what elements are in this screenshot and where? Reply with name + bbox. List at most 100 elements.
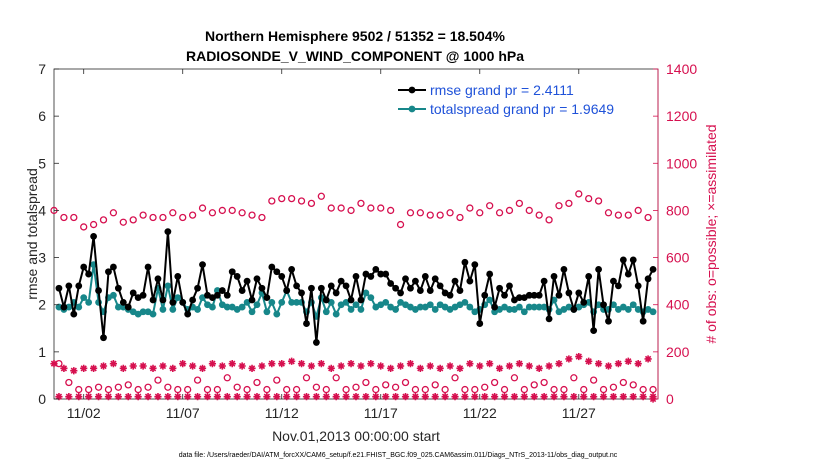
series-point <box>486 296 494 304</box>
obs-possible-marker <box>367 204 375 212</box>
obs-assimilated-marker <box>223 393 231 401</box>
y-tick-label: 1 <box>38 344 46 360</box>
series-point <box>85 298 93 306</box>
obs-possible-marker <box>451 374 459 382</box>
series-point <box>466 277 474 285</box>
obs-possible-marker <box>75 385 83 394</box>
series-point <box>585 273 593 280</box>
series-point <box>263 294 271 302</box>
obs-assimilated-marker <box>312 393 320 401</box>
series-point <box>461 258 469 266</box>
series-point <box>431 275 439 283</box>
series-point <box>268 298 276 306</box>
obs-assimilated-marker <box>263 393 271 401</box>
obs-assimilated-marker <box>604 362 613 370</box>
obs-assimilated-marker <box>491 393 499 401</box>
obs-assimilated-marker <box>243 393 251 401</box>
obs-possible-marker <box>456 213 464 222</box>
series-point <box>392 284 400 292</box>
obs-possible-marker <box>60 213 68 222</box>
obs-assimilated-marker <box>307 362 316 370</box>
obs-possible-marker <box>228 206 236 215</box>
series-point <box>407 284 414 292</box>
series-point <box>412 277 419 285</box>
series-point <box>209 303 216 311</box>
obs-possible-marker <box>144 383 152 391</box>
obs-assimilated-marker <box>109 360 118 368</box>
series-point <box>535 303 543 311</box>
series-point <box>100 334 107 342</box>
obs-assimilated-marker <box>575 352 583 361</box>
series-point <box>610 277 617 285</box>
series-point <box>367 294 375 302</box>
obs-possible-marker <box>347 206 355 215</box>
series-point <box>352 273 360 280</box>
obs-possible-marker <box>287 194 296 203</box>
obs-possible-marker <box>619 378 627 387</box>
obs-assimilated-marker <box>560 393 568 401</box>
obs-assimilated-marker <box>337 362 345 370</box>
x-tick-label: 11/22 <box>463 405 497 421</box>
series-point <box>382 298 390 306</box>
obs-possible-marker <box>466 204 474 212</box>
obs-possible-marker <box>476 209 484 217</box>
obs-assimilated-marker <box>629 393 637 401</box>
obs-assimilated-marker <box>154 393 162 401</box>
series-point <box>506 282 513 290</box>
legend: rmse grand pr = 2.4111 totalspread grand… <box>398 82 614 117</box>
obs-assimilated-marker <box>614 360 622 368</box>
obs-assimilated-marker <box>565 355 573 363</box>
obs-possible-marker <box>263 385 271 394</box>
obs-possible-marker <box>377 204 385 212</box>
obs-possible-marker <box>129 216 137 224</box>
obs-assimilated-marker <box>372 393 380 401</box>
obs-assimilated-marker <box>238 362 246 370</box>
obs-assimilated-marker <box>580 393 588 401</box>
series-point <box>357 296 365 304</box>
series-point <box>139 291 147 299</box>
obs-assimilated-marker <box>85 393 93 401</box>
series-point <box>515 303 523 311</box>
obs-possible-marker <box>342 385 350 394</box>
series-point <box>85 270 93 278</box>
x-tick-label: 11/27 <box>562 405 596 421</box>
obs-assimilated-marker <box>248 364 256 372</box>
series-point <box>520 308 528 316</box>
series-point <box>540 277 548 285</box>
obs-assimilated-marker <box>218 362 226 370</box>
series-point <box>560 265 568 273</box>
obs-assimilated-marker <box>639 393 647 401</box>
obs-assimilated-marker <box>599 393 608 401</box>
obs-possible-marker <box>248 211 256 219</box>
series-point <box>426 301 434 309</box>
series-point <box>595 265 602 273</box>
series-point <box>590 327 598 335</box>
obs-possible-marker <box>515 199 524 208</box>
series-point <box>243 277 251 285</box>
obs-assimilated-marker <box>619 393 627 401</box>
obs-assimilated-marker <box>550 393 558 401</box>
x-tick-label: 11/12 <box>265 405 299 421</box>
obs-assimilated-marker <box>302 393 311 401</box>
obs-assimilated-marker <box>525 362 533 370</box>
series-point <box>461 298 469 306</box>
obs-assimilated-marker <box>515 360 523 368</box>
series-point <box>416 303 424 311</box>
obs-possible-marker <box>307 199 316 208</box>
obs-possible-marker <box>550 385 558 394</box>
series-point <box>377 270 385 278</box>
series-point <box>194 284 201 292</box>
obs-assimilated-marker <box>144 393 152 401</box>
obs-assimilated-marker <box>387 364 395 372</box>
obs-possible-marker <box>575 190 583 198</box>
obs-possible-marker <box>421 385 429 394</box>
obs-assimilated-marker <box>134 393 142 401</box>
series-point <box>149 296 157 304</box>
obs-assimilated-marker <box>396 362 405 370</box>
y2-tick-label: 1400 <box>666 61 697 77</box>
x-tick-label: 11/02 <box>67 405 101 421</box>
obs-assimilated-marker <box>342 393 350 401</box>
obs-possible-marker <box>302 374 311 382</box>
series-point <box>600 301 607 309</box>
obs-possible-marker <box>594 197 603 205</box>
